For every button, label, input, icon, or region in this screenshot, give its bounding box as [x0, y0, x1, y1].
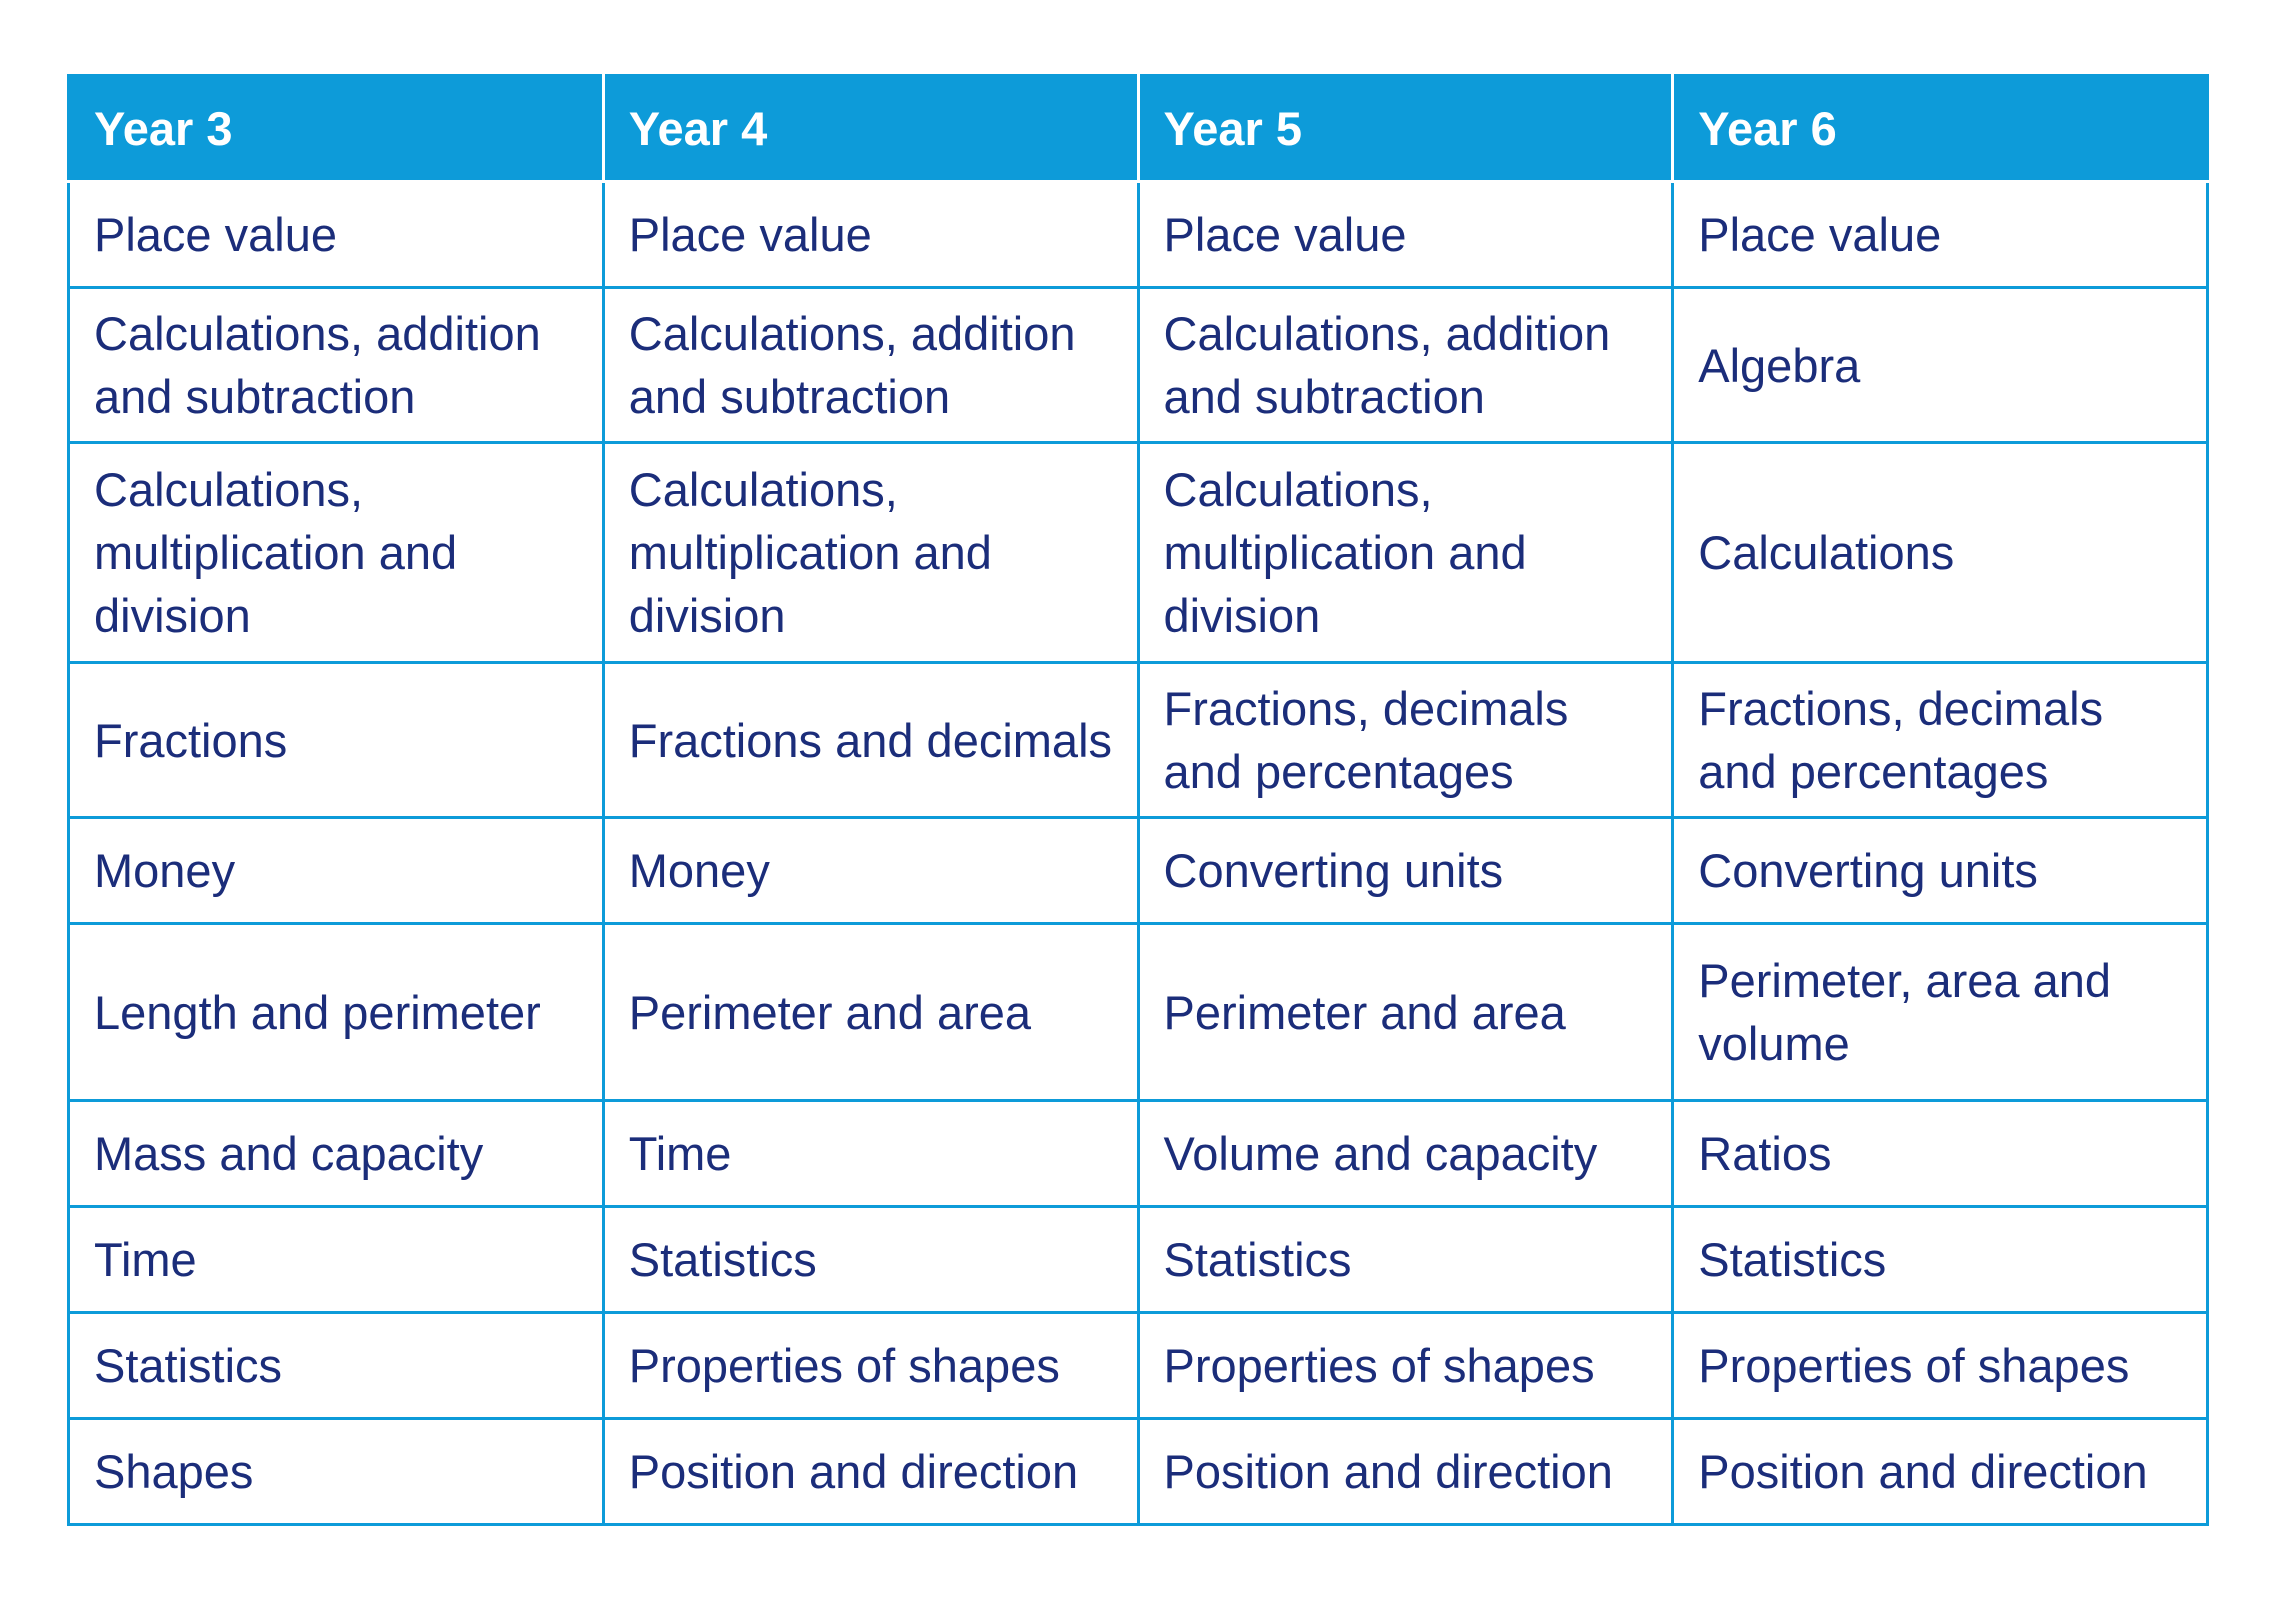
table-cell: Money — [67, 816, 605, 925]
table-cell: Place value — [1136, 180, 1675, 289]
header-row: Year 3 Year 4 Year 5 Year 6 — [67, 74, 2209, 183]
table-cell: Fractions — [67, 661, 605, 819]
table-cell: Mass and capacity — [67, 1099, 605, 1208]
table-cell: Properties of shapes — [1136, 1311, 1675, 1420]
table-cell: Place value — [67, 180, 605, 289]
table-cell: Ratios — [1671, 1099, 2209, 1208]
table-cell: Length and perimeter — [67, 922, 605, 1102]
table-cell: Money — [601, 816, 1140, 925]
table-cell: Volume and capacity — [1136, 1099, 1675, 1208]
table-cell: Statistics — [67, 1311, 605, 1420]
table-cell: Converting units — [1136, 816, 1675, 925]
table-row: Place value Place value Place value Plac… — [67, 180, 2209, 289]
table-row: Fractions Fractions and decimals Fractio… — [67, 661, 2209, 819]
table-row: Calculations, addition and subtraction C… — [67, 286, 2209, 444]
table-row: Length and perimeter Perimeter and area … — [67, 922, 2209, 1102]
table-row: Calculations, multiplication and divisio… — [67, 441, 2209, 664]
table-cell: Place value — [601, 180, 1140, 289]
table-row: Money Money Converting units Converting … — [67, 816, 2209, 925]
table-cell: Converting units — [1671, 816, 2209, 925]
table-cell: Calculations, multiplication and divisio… — [1136, 441, 1675, 664]
header-year-3: Year 3 — [67, 74, 605, 183]
table-row: Shapes Position and direction Position a… — [67, 1417, 2209, 1526]
curriculum-table-container: Year 3 Year 4 Year 5 Year 6 Place value … — [67, 74, 2209, 1526]
table-cell: Statistics — [1671, 1205, 2209, 1314]
table-cell: Properties of shapes — [1671, 1311, 2209, 1420]
header-year-5: Year 5 — [1136, 74, 1675, 183]
table-cell: Algebra — [1671, 286, 2209, 444]
table-cell: Fractions, decimals and percentages — [1671, 661, 2209, 819]
table-cell: Position and direction — [601, 1417, 1140, 1526]
table-cell: Calculations, addition and subtraction — [67, 286, 605, 444]
table-cell: Place value — [1671, 180, 2209, 289]
table-cell: Perimeter and area — [601, 922, 1140, 1102]
table-cell: Statistics — [601, 1205, 1140, 1314]
table-cell: Fractions, decimals and percentages — [1136, 661, 1675, 819]
table-row: Time Statistics Statistics Statistics — [67, 1205, 2209, 1314]
table-cell: Perimeter, area and volume — [1671, 922, 2209, 1102]
header-year-4: Year 4 — [601, 74, 1140, 183]
table-cell: Position and direction — [1136, 1417, 1675, 1526]
table-cell: Position and direction — [1671, 1417, 2209, 1526]
table-cell: Calculations — [1671, 441, 2209, 664]
table-cell: Time — [601, 1099, 1140, 1208]
table-row: Mass and capacity Time Volume and capaci… — [67, 1099, 2209, 1208]
table-row: Statistics Properties of shapes Properti… — [67, 1311, 2209, 1420]
table-cell: Calculations, multiplication and divisio… — [67, 441, 605, 664]
curriculum-table: Year 3 Year 4 Year 5 Year 6 Place value … — [67, 74, 2209, 1526]
table-cell: Calculations, multiplication and divisio… — [601, 441, 1140, 664]
table-cell: Perimeter and area — [1136, 922, 1675, 1102]
table-cell: Calculations, addition and subtraction — [601, 286, 1140, 444]
table-cell: Calculations, addition and subtraction — [1136, 286, 1675, 444]
table-cell: Statistics — [1136, 1205, 1675, 1314]
table-cell: Properties of shapes — [601, 1311, 1140, 1420]
table-cell: Time — [67, 1205, 605, 1314]
table-cell: Shapes — [67, 1417, 605, 1526]
table-cell: Fractions and decimals — [601, 661, 1140, 819]
header-year-6: Year 6 — [1671, 74, 2209, 183]
